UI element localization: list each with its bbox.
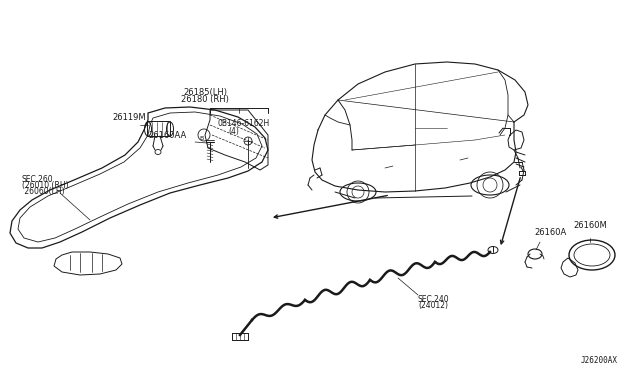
Text: (4): (4) <box>228 127 239 136</box>
Text: 0B146-6162H: 0B146-6162H <box>218 119 270 128</box>
Text: 26119M: 26119M <box>112 113 146 122</box>
Text: (24012): (24012) <box>418 301 448 310</box>
Text: 26060(LH): 26060(LH) <box>22 187 65 196</box>
Text: 26185(LH): 26185(LH) <box>183 88 227 97</box>
Text: 26180 (RH): 26180 (RH) <box>181 95 229 104</box>
Text: B: B <box>199 135 203 141</box>
Text: SEC.260: SEC.260 <box>22 175 54 184</box>
Text: SEC.240: SEC.240 <box>418 295 450 304</box>
Text: 26160M: 26160M <box>573 221 607 230</box>
Text: 26160A: 26160A <box>534 228 566 237</box>
Text: 26160AA: 26160AA <box>148 131 186 140</box>
Text: (26010 (RH): (26010 (RH) <box>22 181 68 190</box>
Text: J26200AX: J26200AX <box>581 356 618 365</box>
